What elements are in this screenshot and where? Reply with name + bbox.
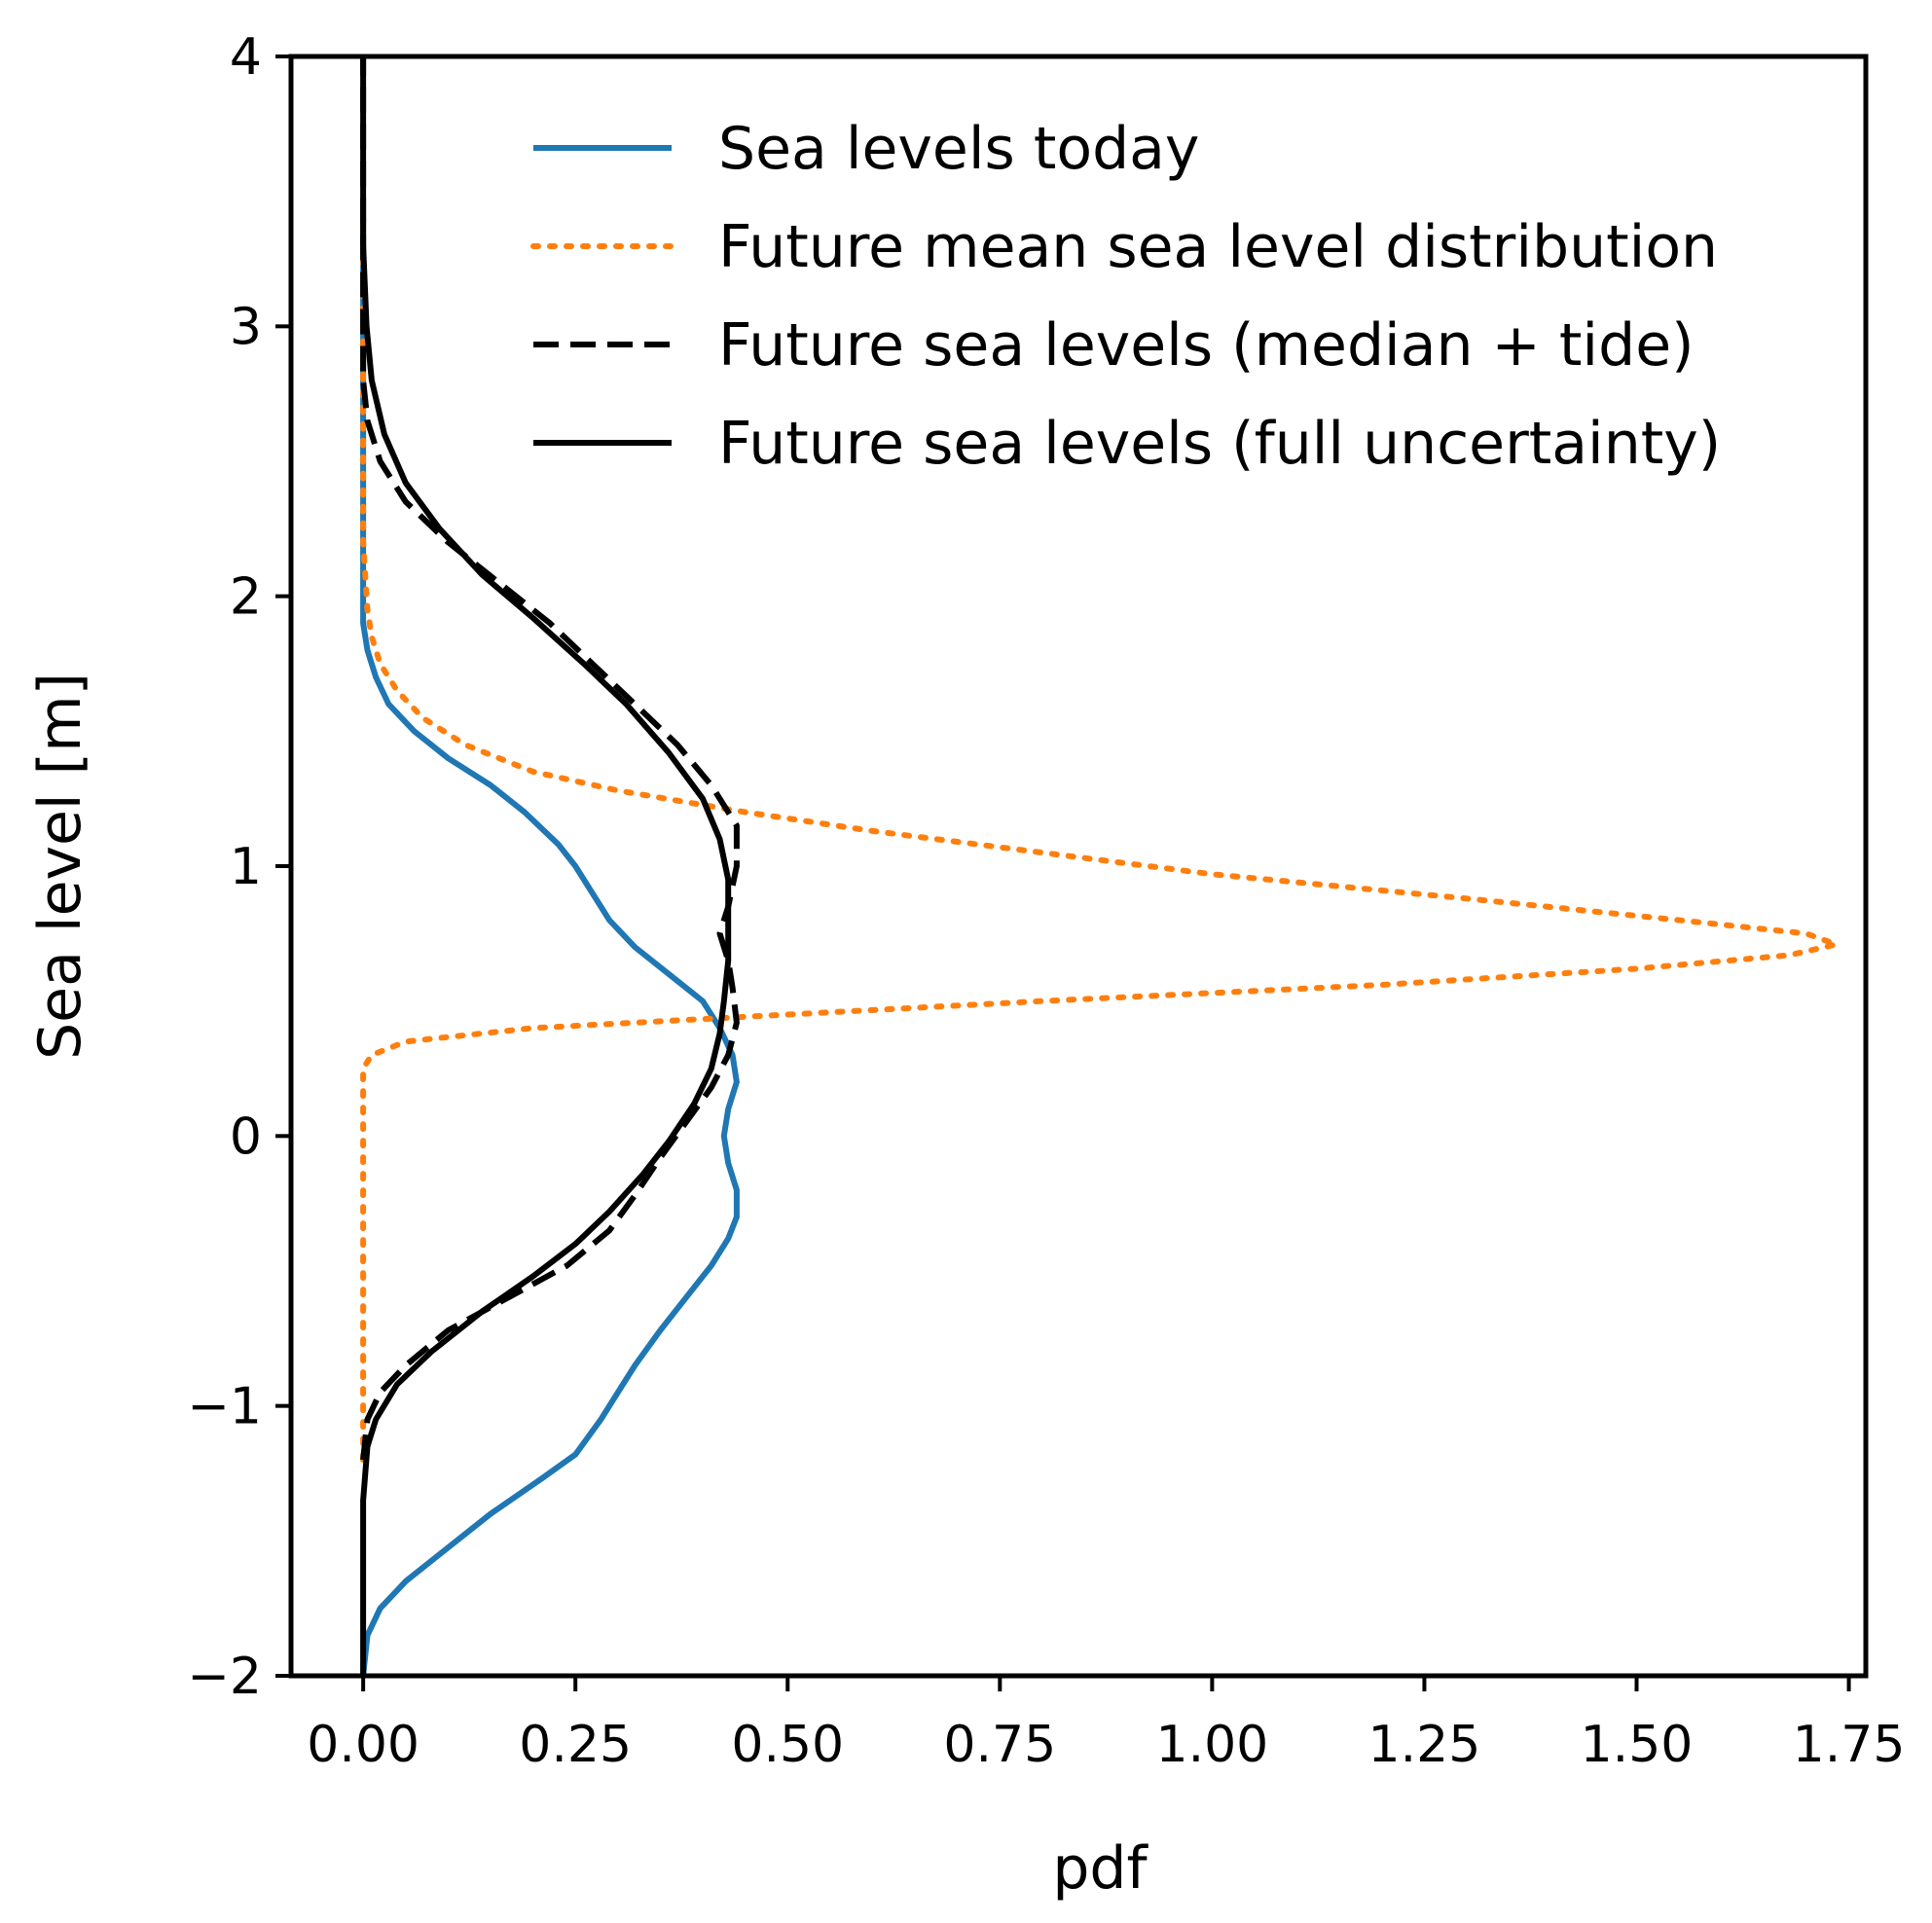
series-line-3 — [360, 56, 732, 1676]
x-axis-ticks: 0.00 0.25 0.50 0.75 1.00 1.25 1.50 1.75 — [307, 1676, 1905, 1774]
y-axis-label: Sea level [m] — [26, 672, 94, 1060]
series-line-1 — [360, 215, 1840, 1464]
y-tick-label: 0 — [230, 1107, 262, 1166]
legend-label-3: Future sea levels (full uncertainty) — [718, 410, 1721, 478]
y-tick-label: 1 — [230, 838, 262, 896]
legend-label-2: Future sea levels (median + tide) — [718, 311, 1695, 380]
x-tick-label: 0.50 — [731, 1716, 844, 1774]
x-tick-label: 0.75 — [943, 1716, 1056, 1774]
axes-frame — [288, 54, 1869, 1679]
x-tick-label: 1.00 — [1155, 1716, 1268, 1774]
x-tick-label: 1.25 — [1368, 1716, 1481, 1774]
y-tick-label: 4 — [230, 28, 262, 87]
y-axis-ticks: −2 −1 0 1 2 3 4 — [187, 28, 291, 1706]
plot-series — [360, 56, 1840, 1677]
y-tick-label: −2 — [187, 1648, 262, 1706]
legend-label-0: Sea levels today — [718, 115, 1199, 183]
x-tick-label: 0.25 — [519, 1716, 632, 1774]
series-line-2 — [360, 56, 740, 1461]
x-tick-label: 1.75 — [1793, 1716, 1906, 1774]
series-line-0 — [360, 218, 740, 1677]
x-tick-label: 1.50 — [1581, 1716, 1694, 1774]
legend: Sea levels today Future mean sea level di… — [530, 115, 1721, 478]
x-axis-label: pdf — [1052, 1834, 1148, 1903]
y-tick-label: 3 — [230, 298, 262, 356]
legend-label-1: Future mean sea level distribution — [718, 213, 1718, 281]
y-tick-label: −1 — [187, 1378, 262, 1436]
x-tick-label: 0.00 — [307, 1716, 419, 1774]
y-tick-label: 2 — [230, 568, 262, 627]
